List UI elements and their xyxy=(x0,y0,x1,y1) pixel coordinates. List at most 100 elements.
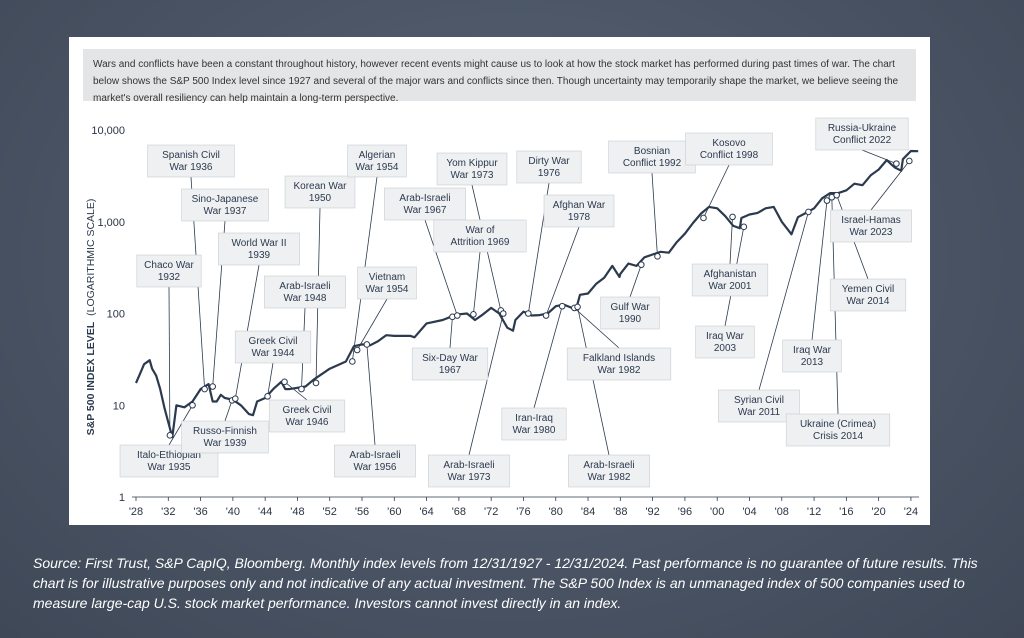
annotation-box-bg xyxy=(181,420,269,454)
x-tick-label: '28 xyxy=(129,506,143,518)
annotation-label: 1939 xyxy=(248,250,271,261)
annotation-label: Afghan War xyxy=(553,200,606,211)
event-marker xyxy=(470,311,477,318)
annotation-label: War of xyxy=(465,225,494,236)
x-tick-label: '64 xyxy=(419,506,433,518)
event-marker xyxy=(833,191,840,199)
annotation-box-bg xyxy=(695,325,755,359)
x-tick-label: '72 xyxy=(484,506,498,518)
annotation-box-bg xyxy=(433,219,527,253)
annotation-label: War 1973 xyxy=(448,472,491,483)
annotation-label: War 1944 xyxy=(252,348,295,359)
annotation-label: World War II xyxy=(231,238,286,249)
annotation-label: Ukraine (Crimea) xyxy=(800,419,876,430)
event-marker xyxy=(729,213,736,221)
annotation-label: War 1956 xyxy=(354,462,397,473)
x-tick-label: '48 xyxy=(290,506,304,518)
x-tick-label: '56 xyxy=(355,506,369,518)
annotation-label: War 1967 xyxy=(404,205,447,216)
event-marker xyxy=(638,261,645,269)
x-tick-label: '60 xyxy=(387,506,401,518)
annotation-box-bg xyxy=(543,194,615,228)
event-marker xyxy=(201,385,208,393)
annotation-box-bg xyxy=(568,454,650,488)
event-marker xyxy=(906,157,913,165)
annotation-label: Syrian Civil xyxy=(734,395,784,406)
annotation-box-bg xyxy=(815,117,909,151)
y-axis-label-sub: (LOGARITHMIC SCALE) xyxy=(85,199,97,316)
annotation-label: 1990 xyxy=(619,314,642,325)
annotation-label: Arab-Israeli xyxy=(399,193,450,204)
annotation-label: 2013 xyxy=(801,357,824,368)
annotation-label: 1978 xyxy=(568,212,591,223)
annotation-box-bg xyxy=(411,347,489,381)
annotation-label: War 1973 xyxy=(451,170,494,181)
annotation-box-bg xyxy=(501,407,567,441)
chart-card: Wars and conflicts have been a constant … xyxy=(69,37,930,525)
annotation-box-bg xyxy=(264,275,346,309)
event-marker xyxy=(574,303,581,311)
x-tick-label: '68 xyxy=(452,506,466,518)
x-tick-label: '16 xyxy=(839,506,853,518)
annotation-leader xyxy=(861,149,897,165)
annotation-label: Arab-Israeli xyxy=(279,281,330,292)
annotation-label: Sino-Japanese xyxy=(192,194,259,205)
annotation-box-bg xyxy=(428,454,510,488)
annotation-box-bg xyxy=(782,339,842,373)
annotation-label: War 1939 xyxy=(204,438,247,449)
annotation-box-bg xyxy=(268,399,346,433)
sp500-line xyxy=(134,149,919,439)
annotation-leader xyxy=(449,316,453,349)
event-marker xyxy=(363,341,371,348)
annotation-label: 2003 xyxy=(714,343,737,354)
y-axis-label-main: S&P 500 INDEX LEVEL xyxy=(85,321,97,435)
event-marker xyxy=(823,197,831,204)
x-tick-label: '24 xyxy=(904,506,918,518)
event-marker xyxy=(654,253,661,260)
event-marker xyxy=(312,379,320,387)
y-tick-label: 10,000 xyxy=(91,125,125,137)
annotation-label: Falkland Islands xyxy=(583,353,655,364)
annotation-label: War 1982 xyxy=(588,472,631,483)
event-marker xyxy=(700,214,707,222)
annotation-label: 1932 xyxy=(158,272,181,283)
annotation-leader xyxy=(168,405,193,446)
event-marker xyxy=(349,358,356,365)
annotation-box-bg xyxy=(147,144,235,178)
y-tick-label: 10 xyxy=(113,400,125,412)
annotation-label: Yemen Civil xyxy=(842,284,894,295)
annotation-leader xyxy=(651,172,658,257)
annotation-label: Afghanistan xyxy=(704,269,757,280)
x-tick-label: '76 xyxy=(516,506,530,518)
annotation-label: Gulf War xyxy=(610,302,650,313)
annotation-box-bg xyxy=(334,444,416,478)
event-marker xyxy=(264,393,271,400)
x-tick-label: '08 xyxy=(775,506,789,518)
annotation-label: War 1954 xyxy=(356,162,399,173)
annotation-box-bg xyxy=(218,232,300,266)
annotation-label: Attrition 1969 xyxy=(451,237,510,248)
annotation-leader xyxy=(267,362,274,397)
event-marker xyxy=(499,310,507,317)
event-marker xyxy=(558,302,566,310)
axes-layer: 1 10 100 1,000 10,000 '28 '32 '36 '40 '44 '48 '52 '5… xyxy=(91,125,919,518)
event-marker xyxy=(353,346,361,354)
event-marker xyxy=(893,160,900,167)
annotation-label: War 1946 xyxy=(286,417,329,428)
y-tick-label: 1,000 xyxy=(97,217,125,229)
annotation-label: Conflict 1992 xyxy=(623,158,682,169)
x-tick-label: '32 xyxy=(161,506,175,518)
annotation-label: Arab-Israeli xyxy=(583,460,634,471)
